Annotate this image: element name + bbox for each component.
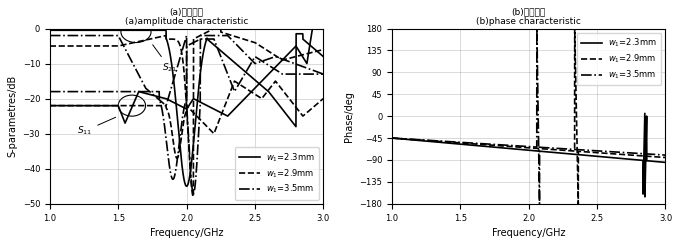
Y-axis label: Phase/deg: Phase/deg xyxy=(344,91,354,142)
Legend: $w_1$=2.3mm, $w_1$=2.9mm, $w_1$=3.5mm: $w_1$=2.3mm, $w_1$=2.9mm, $w_1$=3.5mm xyxy=(576,33,661,85)
Title: (b)相位特性
(b)phase characteristic: (b)相位特性 (b)phase characteristic xyxy=(476,7,581,26)
Text: $S_{11}$: $S_{11}$ xyxy=(77,117,115,137)
Legend: $w_1$=2.3mm, $w_1$=2.9mm, $w_1$=3.5mm: $w_1$=2.3mm, $w_1$=2.9mm, $w_1$=3.5mm xyxy=(235,147,319,200)
X-axis label: Frequency/GHz: Frequency/GHz xyxy=(492,228,566,238)
Y-axis label: S-parametres/dB: S-parametres/dB xyxy=(7,75,17,157)
Title: (a)幅度特性
(a)amplitude characteristic: (a)幅度特性 (a)amplitude characteristic xyxy=(125,7,249,26)
X-axis label: Frequency/GHz: Frequency/GHz xyxy=(150,228,223,238)
Text: $S_{21}$: $S_{21}$ xyxy=(153,45,177,74)
